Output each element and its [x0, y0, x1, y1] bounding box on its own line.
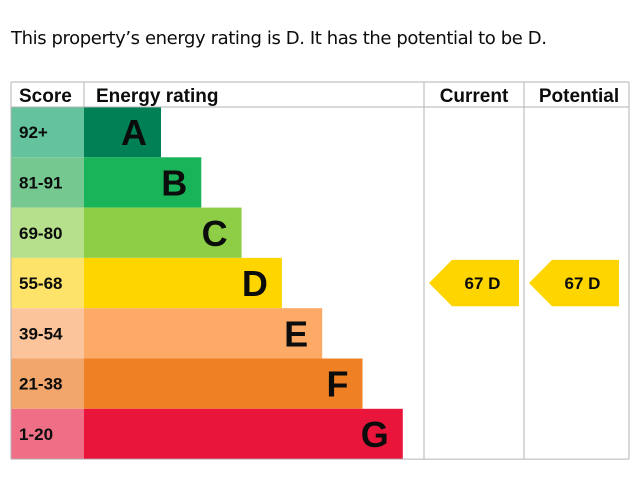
- potential-rating-arrow: [529, 259, 619, 307]
- band-letter-g: G: [361, 414, 389, 455]
- band-letter-b: B: [161, 162, 187, 203]
- score-range-d: 55-68: [19, 274, 62, 293]
- score-range-e: 39-54: [19, 324, 63, 343]
- header-score: Score: [19, 86, 72, 107]
- score-cell-b: [11, 157, 84, 208]
- score-cell-d: [11, 257, 84, 309]
- band-letter-a: A: [121, 112, 147, 153]
- band-bar-e: [84, 308, 323, 359]
- band-bar-a: [84, 107, 161, 158]
- band-letter-d: D: [242, 263, 268, 304]
- score-range-f: 21-38: [19, 375, 62, 394]
- score-range-a: 92+: [19, 123, 48, 142]
- band-letter-c: C: [202, 213, 228, 254]
- rating-summary: This property’s energy rating is D. It h…: [11, 28, 547, 49]
- band-letter-f: F: [327, 364, 349, 405]
- score-range-b: 81-91: [19, 173, 62, 192]
- header-current: Current: [440, 86, 509, 107]
- score-cell-a: [11, 107, 84, 158]
- band-bar-c: [84, 207, 242, 258]
- potential-rating-label: 67 D: [565, 274, 601, 293]
- score-cell-g: [11, 408, 84, 460]
- header-energy-rating: Energy rating: [96, 86, 218, 107]
- score-range-c: 69-80: [19, 224, 62, 243]
- score-cell-e: [11, 308, 84, 359]
- band-bar-f: [84, 358, 363, 409]
- header-potential: Potential: [539, 86, 619, 107]
- score-range-g: 1-20: [19, 425, 53, 444]
- band-bar-b: [84, 157, 202, 208]
- band-bar-g: [84, 408, 403, 460]
- current-rating-label: 67 D: [465, 274, 501, 293]
- score-cell-c: [11, 207, 84, 258]
- score-cell-f: [11, 358, 84, 409]
- current-rating-arrow: [429, 259, 519, 307]
- band-bar-d: [84, 257, 282, 309]
- band-letter-e: E: [284, 313, 308, 354]
